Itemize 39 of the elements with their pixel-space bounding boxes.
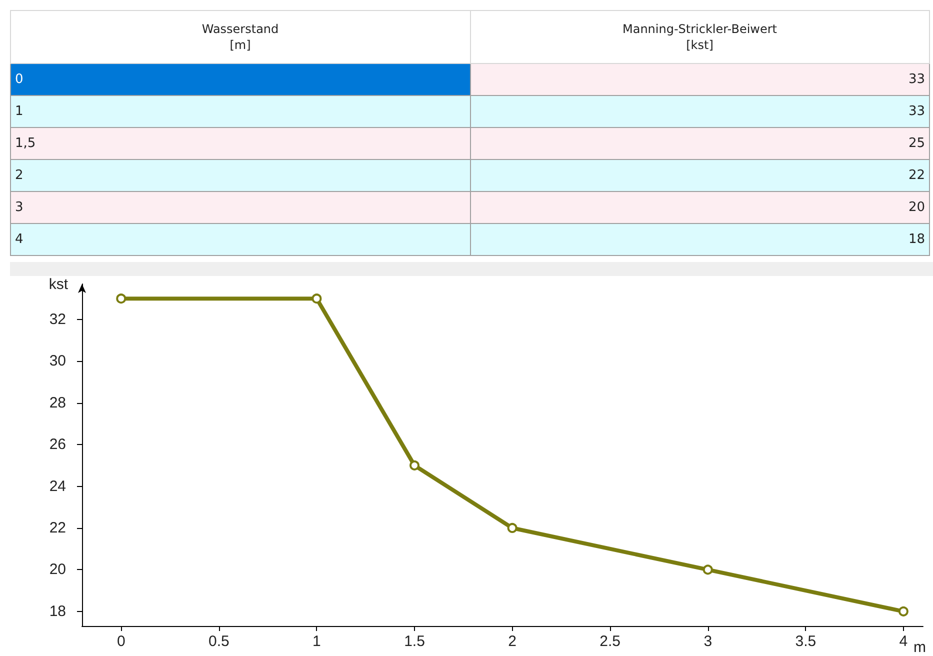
category-label: 4 <box>10 224 470 256</box>
x-tick-label: 2.5 <box>600 633 620 650</box>
x-tick-label: 3.5 <box>795 633 816 650</box>
y-tick-label: 22 <box>49 519 66 536</box>
category-label: 3 <box>10 192 470 224</box>
category-label: 0 <box>10 64 470 96</box>
data-label: 18 <box>470 224 930 256</box>
x-tick-label: 2 <box>508 633 516 650</box>
point <box>409 460 420 470</box>
text: Manning-Strickler-Beiwert [kst] <box>470 10 930 64</box>
x-tick-label: 3 <box>704 633 712 650</box>
point <box>702 564 713 575</box>
point <box>312 294 322 304</box>
y-tick-label: 20 <box>49 561 66 578</box>
category-label: 1,5 <box>10 128 470 160</box>
x-axis-title: m <box>914 639 926 656</box>
x-tick-label: 1 <box>312 633 321 650</box>
y-tick-label: 30 <box>49 352 66 370</box>
data-label: 33 <box>470 64 930 96</box>
y-tick-label: 24 <box>49 478 66 495</box>
data-label: 33 <box>470 96 930 128</box>
data-label: 20 <box>470 192 930 224</box>
point <box>116 294 126 304</box>
data-label: 22 <box>470 160 930 192</box>
y-axis-title: kst <box>48 276 69 293</box>
point <box>898 606 908 616</box>
category-label: 1 <box>10 96 470 128</box>
x-tick-label: 1.5 <box>404 633 425 650</box>
data-label: 25 <box>470 128 930 160</box>
x-tick-label: 0 <box>116 633 126 650</box>
x-tick-label: 4 <box>899 633 908 650</box>
category-label: 2 <box>10 160 470 192</box>
y-tick-label: 32 <box>49 310 66 328</box>
point <box>507 522 518 533</box>
y-tick-label: 28 <box>49 394 66 412</box>
y-tick-label: 18 <box>49 602 66 620</box>
x-tick-label: 0.5 <box>208 633 230 650</box>
text: Wasserstand [m] <box>10 10 470 64</box>
y-tick-label: 26 <box>49 436 66 454</box>
